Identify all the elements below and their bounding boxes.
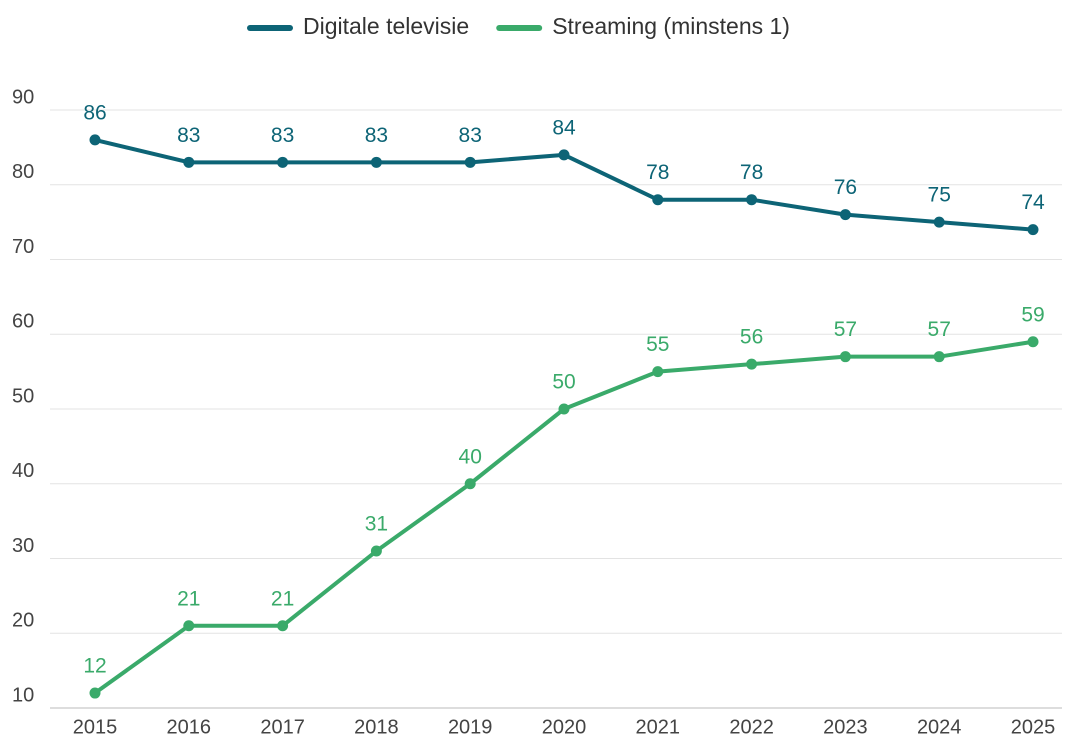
point xyxy=(370,545,382,557)
point xyxy=(1027,224,1039,236)
point xyxy=(652,366,664,378)
point xyxy=(839,351,851,363)
data-label: 55 xyxy=(646,333,669,356)
data-label: 59 xyxy=(1021,303,1044,326)
data-label: 57 xyxy=(928,318,951,341)
data-label: 78 xyxy=(740,161,763,184)
x-tick-label: 2016 xyxy=(167,716,212,738)
data-label: 40 xyxy=(459,445,482,468)
y-tick-label: 90 xyxy=(12,86,34,108)
point xyxy=(464,478,476,490)
data-label: 21 xyxy=(271,587,294,610)
point xyxy=(933,351,945,363)
y-tick-label: 50 xyxy=(12,385,34,407)
data-label: 83 xyxy=(177,124,200,147)
point xyxy=(746,194,758,206)
point xyxy=(652,194,664,206)
y-tick-label: 40 xyxy=(12,460,34,482)
data-label: 76 xyxy=(834,176,857,199)
point xyxy=(183,620,195,632)
y-tick-label: 70 xyxy=(12,236,34,258)
point xyxy=(370,156,382,168)
point xyxy=(933,216,945,228)
y-tick-label: 80 xyxy=(12,161,34,183)
x-tick-label: 2019 xyxy=(448,716,493,738)
point xyxy=(183,156,195,168)
point xyxy=(464,156,476,168)
y-tick-label: 10 xyxy=(12,684,34,706)
y-tick-label: 30 xyxy=(12,535,34,557)
data-label: 86 xyxy=(83,101,106,124)
point xyxy=(1027,336,1039,348)
x-tick-label: 2023 xyxy=(823,716,868,738)
data-label: 84 xyxy=(552,116,576,139)
point xyxy=(89,687,101,699)
data-label: 83 xyxy=(271,124,294,147)
data-label: 57 xyxy=(834,318,857,341)
data-label: 31 xyxy=(365,513,388,536)
point xyxy=(746,358,758,370)
data-label: 74 xyxy=(1021,191,1045,214)
point xyxy=(558,149,570,161)
legend-label: Digitale televisie xyxy=(303,13,469,39)
x-tick-label: 2015 xyxy=(73,716,118,738)
x-tick-label: 2022 xyxy=(729,716,774,738)
x-tick-label: 2021 xyxy=(636,716,681,738)
y-tick-label: 60 xyxy=(12,311,34,333)
x-tick-label: 2020 xyxy=(542,716,587,738)
data-label: 83 xyxy=(459,124,482,147)
y-tick-label: 20 xyxy=(12,610,34,632)
data-label: 75 xyxy=(928,184,951,207)
data-label: 12 xyxy=(83,655,106,678)
x-tick-label: 2018 xyxy=(354,716,399,738)
data-label: 21 xyxy=(177,587,200,610)
point xyxy=(277,156,289,168)
legend-label: Streaming (minstens 1) xyxy=(552,13,790,39)
x-tick-label: 2025 xyxy=(1011,716,1056,738)
point xyxy=(839,209,851,221)
data-label: 78 xyxy=(646,161,669,184)
x-tick-label: 2017 xyxy=(260,716,305,738)
data-label: 83 xyxy=(365,124,388,147)
x-tick-label: 2024 xyxy=(917,716,962,738)
data-label: 50 xyxy=(552,371,575,394)
point xyxy=(277,620,289,632)
data-label: 56 xyxy=(740,326,763,349)
series-line xyxy=(93,339,1034,695)
point xyxy=(558,403,570,415)
point xyxy=(89,134,101,146)
